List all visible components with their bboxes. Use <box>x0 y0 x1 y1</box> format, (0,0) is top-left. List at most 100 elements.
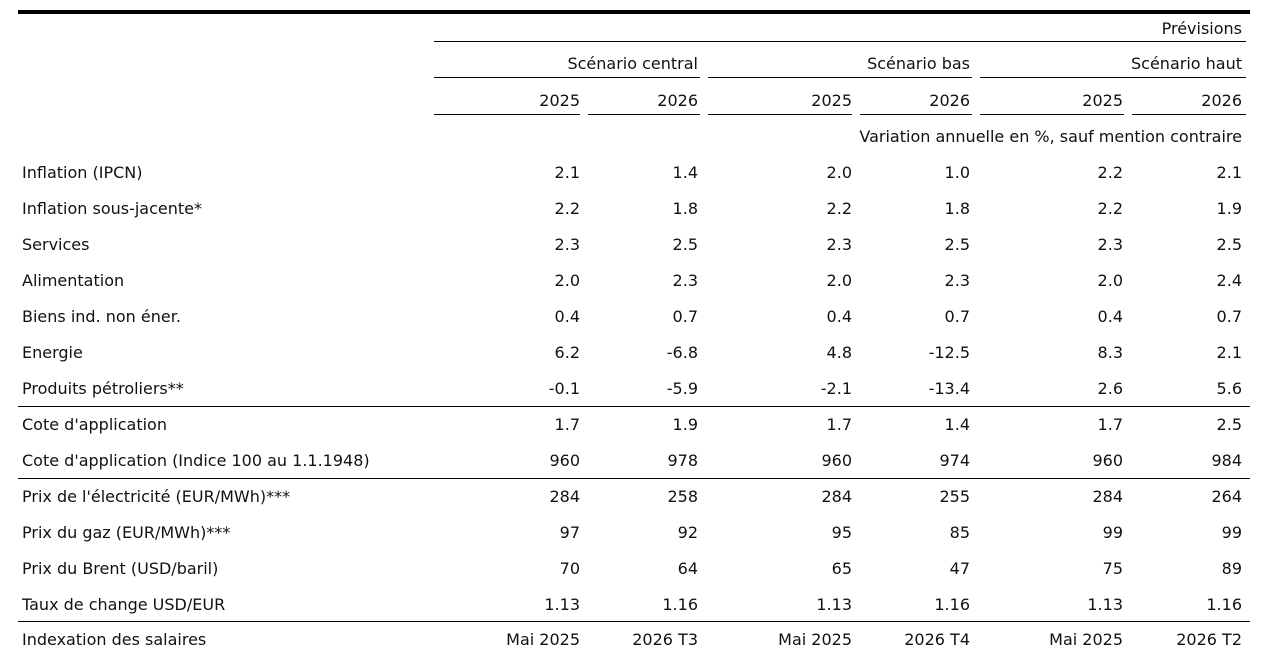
top-rule <box>18 10 1250 14</box>
cell-value: Mai 2025 <box>1049 630 1123 649</box>
cell-value: 0.4 <box>1097 307 1123 326</box>
year-header: 2026 <box>657 91 698 110</box>
cell-value: -2.1 <box>820 379 852 398</box>
cell-value: 264 <box>1211 487 1242 506</box>
cell-value: 1.7 <box>826 415 852 434</box>
cell-value: 99 <box>1102 523 1123 542</box>
row-label: Cote d'application (Indice 100 au 1.1.19… <box>22 451 370 470</box>
year-underline <box>980 114 1124 115</box>
cell-value: 2.6 <box>1097 379 1123 398</box>
cell-value: 2.3 <box>944 271 970 290</box>
cell-value: -12.5 <box>928 343 970 362</box>
year-underline <box>708 114 852 115</box>
row-label: Prix de l'électricité (EUR/MWh)*** <box>22 487 291 506</box>
cell-value: 984 <box>1211 451 1242 470</box>
cell-value: 99 <box>1221 523 1242 542</box>
cell-value: Mai 2025 <box>778 630 852 649</box>
row-label: Alimentation <box>22 271 125 290</box>
cell-value: 974 <box>939 451 970 470</box>
cell-value: 2.0 <box>826 271 852 290</box>
cell-value: -13.4 <box>928 379 970 398</box>
row-label: Biens ind. non éner. <box>22 307 181 326</box>
row-label: Indexation des salaires <box>22 630 207 649</box>
cell-value: 1.7 <box>1097 415 1123 434</box>
cell-value: 0.7 <box>1216 307 1242 326</box>
cell-value: 2.3 <box>826 235 852 254</box>
cell-value: 2.1 <box>1216 343 1242 362</box>
cell-value: 1.4 <box>672 163 698 182</box>
cell-value: 0.4 <box>826 307 852 326</box>
unit-note: Variation annuelle en %, sauf mention co… <box>859 127 1242 146</box>
cell-value: 65 <box>831 559 852 578</box>
year-header: 2025 <box>811 91 852 110</box>
cell-value: 1.16 <box>662 595 698 614</box>
cell-value: 1.13 <box>816 595 852 614</box>
row-label: Prix du gaz (EUR/MWh)*** <box>22 523 231 542</box>
cell-value: 6.2 <box>554 343 580 362</box>
year-underline <box>434 114 580 115</box>
cell-value: 2.5 <box>1216 415 1242 434</box>
cell-value: 1.9 <box>1216 199 1242 218</box>
cell-value: 0.7 <box>672 307 698 326</box>
scenario-haut-underline <box>980 77 1246 78</box>
cell-value: 2.5 <box>1216 235 1242 254</box>
cell-value: 2026 T3 <box>632 630 698 649</box>
cell-value: 2.5 <box>672 235 698 254</box>
scenario-bas-underline <box>708 77 972 78</box>
cell-value: 2.3 <box>554 235 580 254</box>
year-header: 2025 <box>539 91 580 110</box>
cell-value: 284 <box>821 487 852 506</box>
cell-value: 284 <box>1092 487 1123 506</box>
cell-value: 1.13 <box>1087 595 1123 614</box>
cell-value: 2.2 <box>1097 163 1123 182</box>
cell-value: 960 <box>1092 451 1123 470</box>
cell-value: 960 <box>549 451 580 470</box>
row-label: Inflation sous-jacente* <box>22 199 202 218</box>
forecast-underline <box>434 41 1246 42</box>
cell-value: 47 <box>949 559 970 578</box>
cell-value: 1.16 <box>1206 595 1242 614</box>
cell-value: -5.9 <box>666 379 698 398</box>
cell-value: 2026 T4 <box>904 630 970 649</box>
row-label: Prix du Brent (USD/baril) <box>22 559 219 578</box>
cell-value: 2.1 <box>1216 163 1242 182</box>
cell-value: 70 <box>559 559 580 578</box>
row-label: Taux de change USD/EUR <box>22 595 226 614</box>
cell-value: 1.7 <box>554 415 580 434</box>
cell-value: 0.7 <box>944 307 970 326</box>
cell-value: 89 <box>1221 559 1242 578</box>
section-divider <box>18 478 1250 479</box>
cell-value: 2.2 <box>554 199 580 218</box>
scenario-haut-title: Scénario haut <box>1131 54 1242 73</box>
scenario-bas-title: Scénario bas <box>867 54 970 73</box>
row-label: Inflation (IPCN) <box>22 163 143 182</box>
cell-value: 1.8 <box>944 199 970 218</box>
scenario-central-underline <box>434 77 700 78</box>
cell-value: 978 <box>667 451 698 470</box>
cell-value: 2.2 <box>1097 199 1123 218</box>
row-label: Cote d'application <box>22 415 167 434</box>
row-label: Services <box>22 235 90 254</box>
cell-value: 2.0 <box>1097 271 1123 290</box>
cell-value: 258 <box>667 487 698 506</box>
forecast-label: Prévisions <box>1161 19 1242 38</box>
cell-value: 8.3 <box>1097 343 1123 362</box>
year-underline <box>1132 114 1246 115</box>
cell-value: 2.5 <box>944 235 970 254</box>
cell-value: 2026 T2 <box>1176 630 1242 649</box>
cell-value: -6.8 <box>666 343 698 362</box>
cell-value: 75 <box>1102 559 1123 578</box>
scenario-central-title: Scénario central <box>567 54 698 73</box>
cell-value: 1.13 <box>544 595 580 614</box>
cell-value: 2.1 <box>554 163 580 182</box>
cell-value: 2.2 <box>826 199 852 218</box>
cell-value: 64 <box>677 559 698 578</box>
cell-value: -0.1 <box>548 379 580 398</box>
row-label: Produits pétroliers** <box>22 379 184 398</box>
cell-value: 95 <box>831 523 852 542</box>
cell-value: 85 <box>949 523 970 542</box>
year-header: 2026 <box>1201 91 1242 110</box>
cell-value: 284 <box>549 487 580 506</box>
cell-value: 1.16 <box>934 595 970 614</box>
year-header: 2026 <box>929 91 970 110</box>
